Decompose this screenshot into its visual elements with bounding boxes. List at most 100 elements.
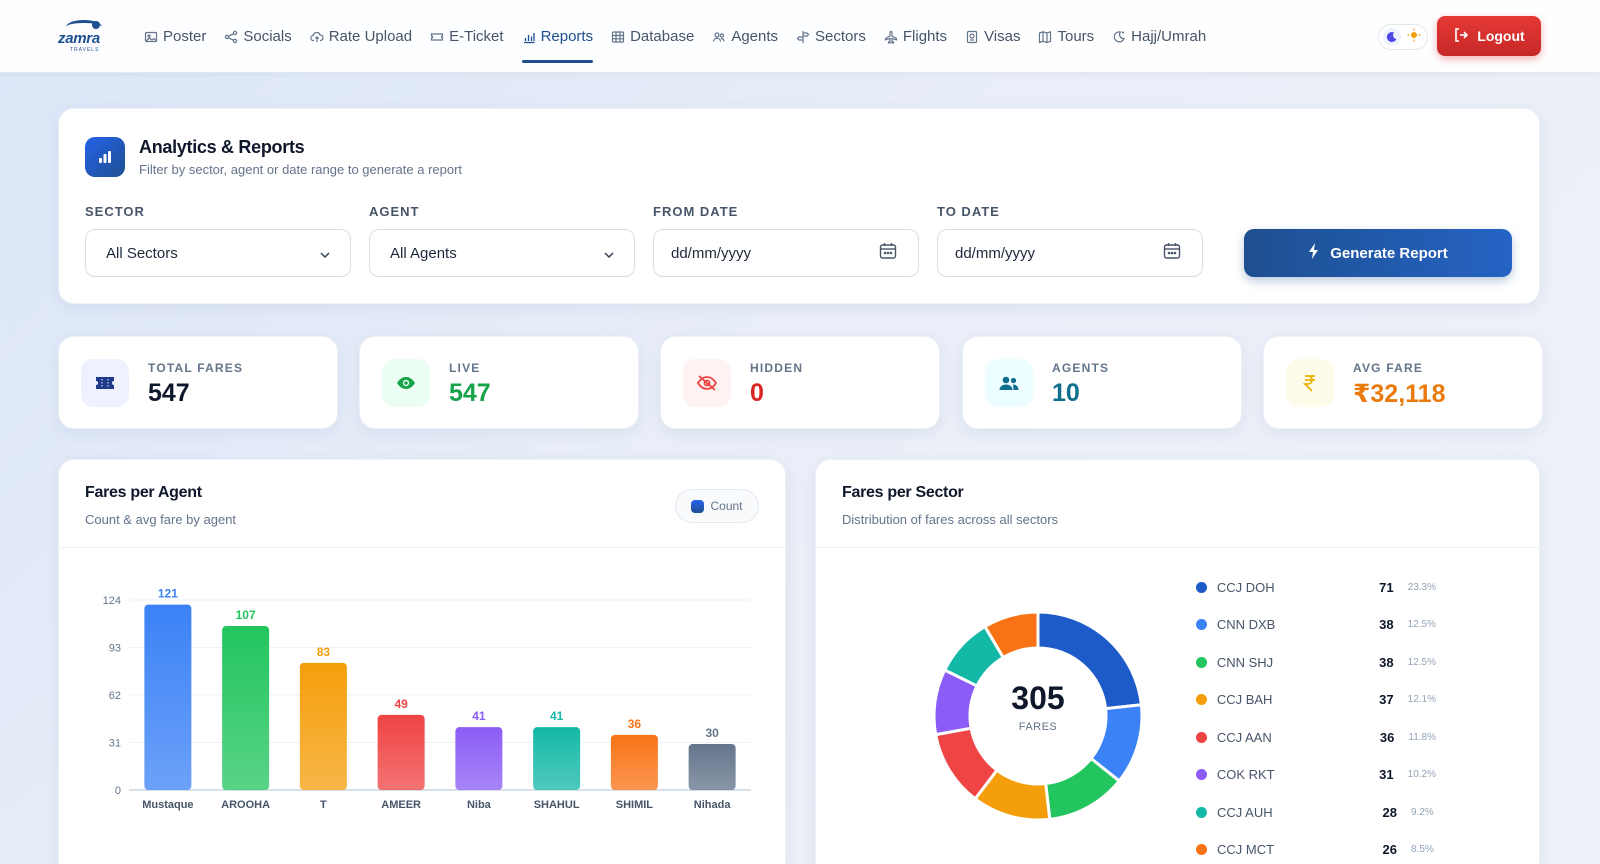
top-nav: zamra TRAVELS Poster Socials Rate Upload E-…: [0, 0, 1600, 73]
legend-percent: 9.2%: [1411, 806, 1434, 818]
stat-value: 0: [750, 379, 764, 407]
bar-value-label: 49: [394, 697, 408, 711]
map-icon: [1038, 30, 1052, 44]
sector-chart-subtitle: Distribution of fares across all sectors: [842, 512, 1059, 527]
theme-toggle[interactable]: [1378, 24, 1428, 50]
nav-item-tours[interactable]: Tours: [1038, 0, 1094, 73]
bar-mustaque[interactable]: [144, 604, 192, 790]
nav-item-label: Database: [630, 28, 695, 45]
count-toggle[interactable]: Count: [675, 489, 759, 523]
y-tick-label: 0: [115, 785, 121, 797]
bar-value-label: 30: [705, 726, 719, 740]
nav-item-label: Rate Upload: [328, 28, 413, 45]
legend-item: CNN DXB 38 12.5%: [1196, 615, 1436, 635]
stat-label: AVG FARE: [1353, 361, 1424, 375]
legend-percent: 12.5%: [1407, 619, 1436, 630]
legend-item: COK RKT 31 10.2%: [1196, 765, 1436, 785]
bar-ameer[interactable]: [377, 714, 425, 790]
y-tick-label: 93: [109, 643, 121, 655]
bar-t[interactable]: [299, 662, 347, 790]
sector-chart-title: Fares per Sector: [842, 484, 964, 501]
stat-card-avg-fare: AVG FARE ₹32,118: [1263, 336, 1543, 429]
legend-item: CCJ AUH 28 9.2%: [1196, 802, 1436, 822]
nav-item-agents[interactable]: Agents: [712, 0, 778, 73]
image-icon: [144, 30, 158, 44]
legend-name: CCJ MCT: [1217, 842, 1275, 857]
y-tick-label: 62: [109, 690, 121, 702]
nav-item-e-ticket[interactable]: E-Ticket: [430, 0, 504, 73]
sector-select[interactable]: All Sectors: [85, 229, 351, 277]
legend-value: 37: [1379, 692, 1394, 707]
bar-arooha[interactable]: [222, 626, 270, 790]
to-date-label: TO DATE: [937, 204, 1000, 219]
nav-item-label: Reports: [540, 28, 594, 45]
page-title: Analytics & Reports: [139, 137, 305, 157]
nav-item-label: Socials: [243, 28, 292, 45]
nav-item-sectors[interactable]: Sectors: [796, 0, 866, 73]
to-date-placeholder: dd/mm/yyyy: [955, 244, 1036, 262]
stat-card-live: LIVE 547: [359, 336, 639, 429]
agent-select-value: All Agents: [390, 244, 457, 262]
moon-star-icon: [1112, 30, 1126, 44]
cloud-upload-icon: [309, 30, 324, 44]
nav-menu: Poster Socials Rate Upload E-Ticket Reports D…: [144, 0, 1224, 73]
nav-item-poster[interactable]: Poster: [144, 0, 206, 73]
calendar-icon[interactable]: [1162, 241, 1182, 265]
bar-value-label: 83: [317, 645, 331, 659]
agent-select[interactable]: All Agents: [369, 229, 635, 277]
brand-logo[interactable]: zamra TRAVELS: [58, 18, 112, 54]
from-date-input[interactable]: dd/mm/yyyy: [653, 229, 919, 277]
legend-name: CNN SHJ: [1216, 654, 1274, 670]
stat-label: HIDDEN: [750, 361, 804, 375]
nav-item-rate-upload[interactable]: Rate Upload: [309, 0, 413, 73]
nav-item-label: Sectors: [815, 28, 866, 45]
calendar-icon[interactable]: [878, 241, 898, 265]
agent-label: AGENT: [369, 204, 420, 219]
page-subtitle: Filter by sector, agent or date range to…: [139, 162, 463, 177]
legend-value: 38: [1379, 654, 1394, 670]
x-category-label: AMEER: [381, 799, 421, 811]
agent-chart-subtitle: Count & avg fare by agent: [85, 512, 237, 527]
share-icon: [224, 30, 238, 44]
legend-item: CNN SHJ 38 12.5%: [1196, 652, 1436, 672]
logout-button[interactable]: Logout: [1437, 16, 1541, 56]
legend-percent: 10.2%: [1407, 769, 1436, 780]
x-category-label: T: [320, 799, 327, 811]
generate-report-button[interactable]: Generate Report: [1244, 229, 1512, 277]
eye-icon: [382, 359, 430, 407]
fares-per-sector-card: Fares per Sector Distribution of fares a…: [815, 459, 1540, 864]
legend-item: CCJ AAN 36 11.8%: [1196, 727, 1436, 747]
x-category-label: SHAHUL: [534, 799, 580, 811]
nav-item-socials[interactable]: Socials: [224, 0, 292, 73]
to-date-input[interactable]: dd/mm/yyyy: [937, 229, 1203, 277]
stat-value: 547: [449, 379, 491, 407]
plane-icon: [884, 30, 898, 44]
stat-label: AGENTS: [1052, 361, 1110, 375]
legend-swatch: [1196, 694, 1207, 705]
bar-niba[interactable]: [455, 727, 503, 790]
nav-item-label: Hajj/Umrah: [1131, 28, 1207, 45]
fares-per-agent-card: Fares per Agent Count & avg fare by agen…: [58, 459, 786, 864]
nav-item-flights[interactable]: Flights: [884, 0, 947, 73]
legend-swatch: [1196, 844, 1207, 855]
count-toggle-label: Count: [710, 499, 743, 513]
nav-item-label: E-Ticket: [449, 28, 504, 45]
donut-slice-ccj-mct[interactable]: [982, 610, 1040, 660]
bar-shimil[interactable]: [610, 734, 658, 790]
nav-item-visas[interactable]: Visas: [965, 0, 1020, 73]
brand-sub: TRAVELS: [70, 47, 100, 53]
legend-percent: 11.8%: [1408, 731, 1436, 743]
nav-item-database[interactable]: Database: [611, 0, 694, 73]
ticket-icon: [81, 359, 129, 407]
generate-report-label: Generate Report: [1330, 244, 1448, 262]
passport-icon: [965, 30, 979, 44]
donut-center-label: FARES: [1018, 721, 1058, 733]
agent-chart-title: Fares per Agent: [85, 484, 202, 501]
logout-label: Logout: [1477, 28, 1525, 44]
count-swatch: [691, 499, 705, 513]
nav-item-hajj-umrah[interactable]: Hajj/Umrah: [1112, 0, 1206, 73]
bar-nihada[interactable]: [688, 744, 736, 790]
from-date-label: FROM DATE: [653, 204, 739, 219]
nav-item-reports[interactable]: Reports: [521, 0, 594, 73]
bar-shahul[interactable]: [533, 727, 581, 790]
